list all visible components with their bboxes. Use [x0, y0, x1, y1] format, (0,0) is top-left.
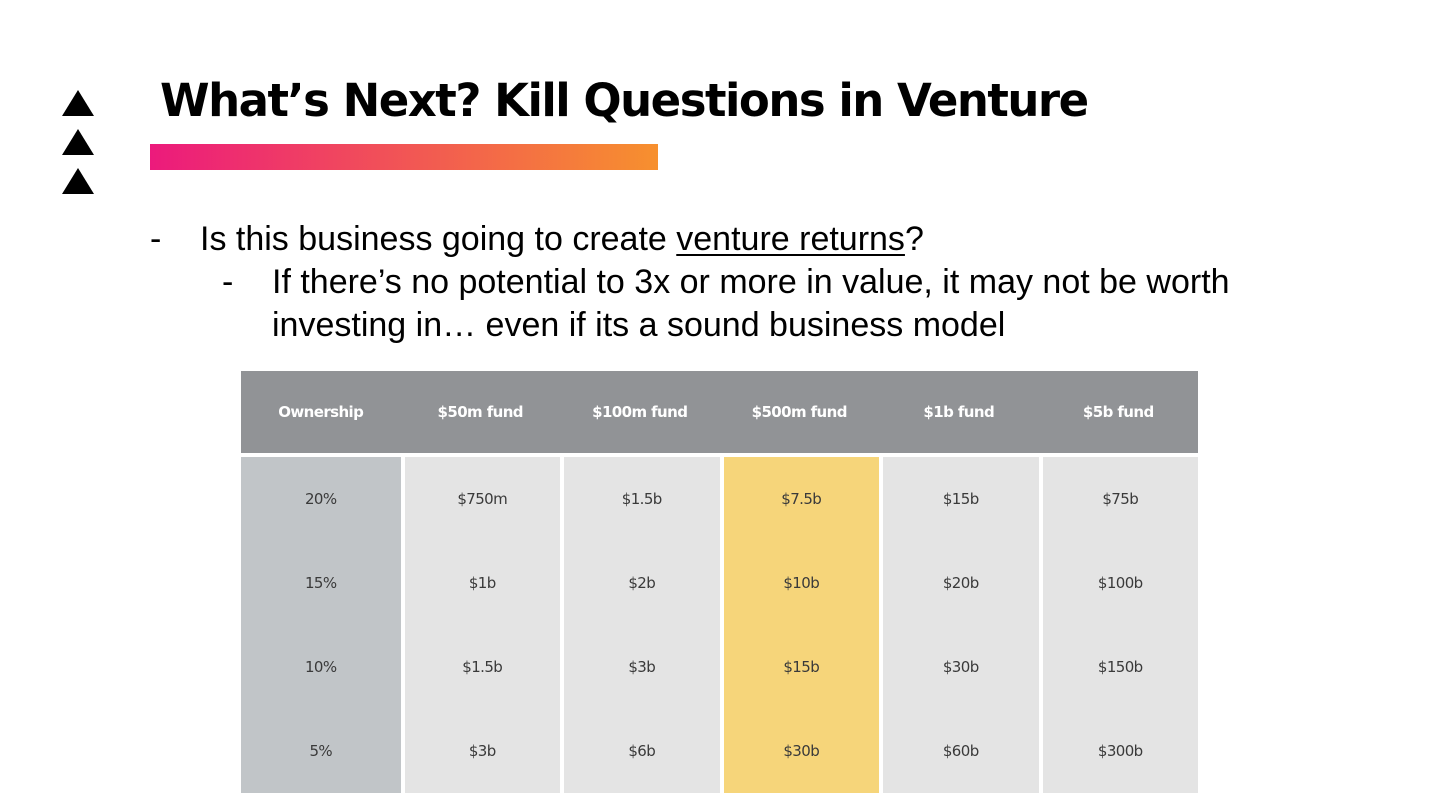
- highlighted-cell: $7.5b: [719, 457, 879, 541]
- header-500m-fund: $500m fund: [719, 371, 879, 457]
- bullet-item: - Is this business going to create ventu…: [150, 218, 1332, 261]
- table-cell: $3b: [560, 625, 720, 709]
- header-1b-fund: $1b fund: [879, 371, 1039, 457]
- sub-bullet-item: - If there’s no potential to 3x or more …: [222, 261, 1332, 347]
- table-cell: $1.5b: [560, 457, 720, 541]
- table-cell: $3b: [400, 709, 560, 793]
- table-row: 20% $750m $1.5b $7.5b $15b $75b: [241, 457, 1198, 541]
- table-cell: $15b: [879, 457, 1039, 541]
- table-cell: $1b: [400, 541, 560, 625]
- table-row: 5% $3b $6b $30b $60b $300b: [241, 709, 1198, 793]
- triangle-up-icon: [62, 168, 94, 194]
- bullet-dash: -: [150, 220, 162, 258]
- table-row: 10% $1.5b $3b $15b $30b $150b: [241, 625, 1198, 709]
- header-100m-fund: $100m fund: [560, 371, 720, 457]
- bullet-dash: -: [222, 263, 234, 301]
- triangle-up-icon: [62, 129, 94, 155]
- underlined-term: venture returns: [676, 220, 905, 258]
- bullet-prefix: Is this business going to create: [200, 220, 677, 258]
- sub-bullet-text: If there’s no potential to 3x or more in…: [272, 263, 1230, 344]
- bullet-text: Is this business going to create venture…: [200, 218, 924, 261]
- ownership-cell: 20%: [241, 457, 401, 541]
- table-cell: $150b: [1038, 625, 1198, 709]
- table-cell: $6b: [560, 709, 720, 793]
- bullet-list: - Is this business going to create ventu…: [150, 218, 1332, 347]
- ownership-cell: 5%: [241, 709, 401, 793]
- highlighted-cell: $10b: [719, 541, 879, 625]
- header-5b-fund: $5b fund: [1038, 371, 1198, 457]
- bullet-suffix: ?: [904, 220, 924, 258]
- table-header-row: Ownership $50m fund $100m fund $500m fun…: [241, 371, 1198, 457]
- table-cell: $300b: [1038, 709, 1198, 793]
- table-row: 15% $1b $2b $10b $20b $100b: [241, 541, 1198, 625]
- table-cell: $30b: [879, 625, 1039, 709]
- returns-table-container: Ownership $50m fund $100m fund $500m fun…: [241, 371, 1198, 810]
- highlighted-cell: $30b: [719, 709, 879, 793]
- slide-title: What’s Next? Kill Questions in Venture: [160, 74, 1089, 127]
- highlighted-cell: $15b: [719, 625, 879, 709]
- header-50m-fund: $50m fund: [400, 371, 560, 457]
- triangle-stack: [62, 90, 96, 207]
- table-cell: $75b: [1038, 457, 1198, 541]
- returns-table: Ownership $50m fund $100m fund $500m fun…: [241, 371, 1198, 793]
- ownership-cell: 10%: [241, 625, 401, 709]
- table-cell: $1.5b: [400, 625, 560, 709]
- ownership-cell: 15%: [241, 541, 401, 625]
- table-cell: $60b: [879, 709, 1039, 793]
- triangle-up-icon: [62, 90, 94, 116]
- table-cell: $750m: [400, 457, 560, 541]
- table-cell: $20b: [879, 541, 1039, 625]
- table-cell: $2b: [560, 541, 720, 625]
- table-cell: $100b: [1038, 541, 1198, 625]
- accent-gradient-bar: [150, 144, 658, 170]
- header-ownership: Ownership: [241, 371, 401, 457]
